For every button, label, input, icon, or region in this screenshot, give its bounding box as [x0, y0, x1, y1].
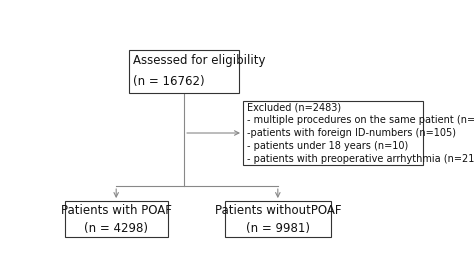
Text: (n = 16762): (n = 16762)	[134, 76, 205, 89]
FancyBboxPatch shape	[225, 201, 331, 237]
FancyBboxPatch shape	[243, 101, 423, 165]
Text: (n = 9981): (n = 9981)	[246, 222, 310, 235]
Text: (n = 4298): (n = 4298)	[84, 222, 148, 235]
Text: Patients withoutPOAF: Patients withoutPOAF	[215, 203, 341, 217]
Text: - patients with preoperative arrhythmia (n=2142): - patients with preoperative arrhythmia …	[247, 153, 474, 163]
Text: - multiple procedures on the same patient (n=226): - multiple procedures on the same patien…	[247, 115, 474, 125]
FancyBboxPatch shape	[129, 50, 239, 93]
FancyBboxPatch shape	[65, 201, 168, 237]
Text: Assessed for eligibility: Assessed for eligibility	[134, 54, 266, 67]
Text: Excluded (n=2483): Excluded (n=2483)	[247, 102, 341, 113]
Text: - patients under 18 years (n=10): - patients under 18 years (n=10)	[247, 141, 409, 151]
Text: Patients with POAF: Patients with POAF	[61, 203, 172, 217]
Text: -patients with foreign ID-numbers (n=105): -patients with foreign ID-numbers (n=105…	[247, 128, 456, 138]
